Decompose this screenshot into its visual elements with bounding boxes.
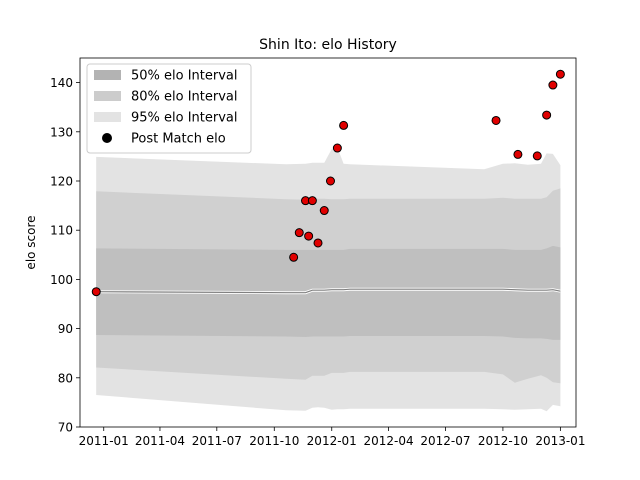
post-match-point: [307, 196, 317, 206]
legend-marker: [102, 133, 112, 143]
plot-frame: [79, 57, 577, 428]
legend: 50% elo Interval 80% elo Interval 95% elo …: [86, 63, 252, 154]
x-tick-label: 2012-04: [364, 434, 414, 448]
y-tick-label: 120: [50, 175, 73, 189]
mean-elo-line-group: [96, 287, 561, 295]
y-tick-label: 80: [58, 371, 73, 385]
legend-box: [86, 63, 252, 154]
post-match-point: [542, 110, 552, 120]
y-tick-label: 100: [50, 273, 73, 287]
chart-title: Shin Ito: elo History: [259, 37, 397, 53]
legend-swatch: [94, 91, 121, 101]
x-tick-label: 2011-04: [135, 434, 185, 448]
post-match-point: [332, 143, 342, 153]
legend-label: 95% elo Interval: [131, 111, 238, 126]
x-tick-label: 2011-01: [79, 434, 129, 448]
x-tick-label: 2012-01: [307, 434, 357, 448]
post-match-point: [325, 176, 335, 186]
legend-label: 50% elo Interval: [131, 69, 238, 84]
post-match-points: [91, 69, 565, 297]
post-match-point: [532, 151, 542, 161]
y-axis: 70 80 90 100 110 120 130 140: [50, 76, 80, 435]
y-tick-label: 70: [58, 421, 73, 435]
legend-swatch: [94, 112, 121, 122]
post-match-point: [319, 206, 329, 216]
x-tick-label: 2013-01: [535, 434, 585, 448]
mean-elo-line: [96, 288, 561, 294]
y-tick-label: 90: [58, 322, 73, 336]
y-tick-label: 130: [50, 125, 73, 139]
post-match-point: [555, 69, 565, 79]
x-tick-label: 2011-10: [249, 434, 299, 448]
y-axis-label: elo score: [24, 215, 38, 269]
band-50: [96, 245, 561, 340]
x-tick-label: 2012-07: [420, 434, 470, 448]
post-match-point: [289, 252, 299, 262]
legend-swatch: [94, 70, 121, 80]
post-match-point: [491, 115, 501, 125]
y-tick-label: 110: [50, 224, 73, 238]
post-match-point: [548, 80, 558, 90]
post-match-point: [339, 120, 349, 130]
post-match-point: [313, 238, 323, 248]
x-axis: 2011-01 2011-04 2011-07 2011-10 2012-01 2012-…: [79, 427, 585, 448]
post-match-point: [294, 228, 304, 238]
post-match-point: [91, 287, 101, 297]
y-tick-label: 140: [50, 76, 73, 90]
legend-label: 80% elo Interval: [131, 90, 238, 105]
post-match-point: [513, 149, 523, 159]
x-tick-label: 2011-07: [192, 434, 242, 448]
interval-bands: [96, 147, 561, 412]
post-match-point: [304, 231, 314, 241]
x-tick-label: 2012-10: [478, 434, 528, 448]
legend-label: Post Match elo: [131, 132, 226, 147]
